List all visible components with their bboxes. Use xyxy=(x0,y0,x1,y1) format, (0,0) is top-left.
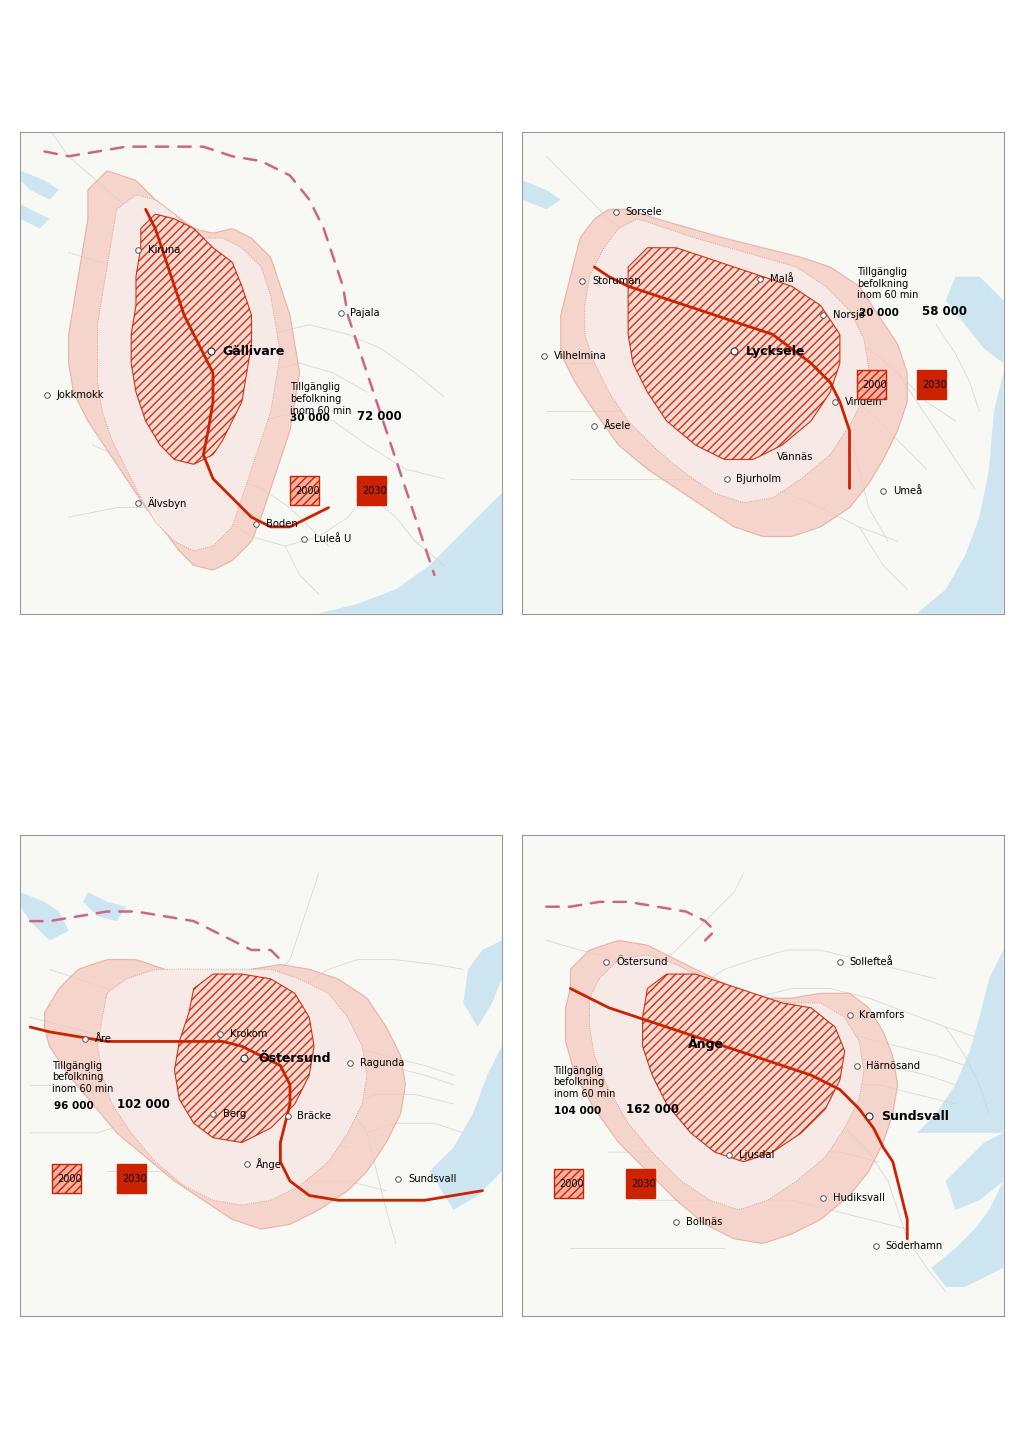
Text: Berg: Berg xyxy=(222,1109,246,1119)
Text: Kiruna: Kiruna xyxy=(148,245,180,255)
Text: Luleå U: Luleå U xyxy=(314,534,351,544)
Text: Gällivare: Gällivare xyxy=(222,345,285,358)
Polygon shape xyxy=(916,950,1004,1132)
Text: 2030: 2030 xyxy=(122,1174,146,1184)
Polygon shape xyxy=(97,969,367,1205)
Text: 2000: 2000 xyxy=(295,487,319,497)
Text: Norsjö: Norsjö xyxy=(833,310,864,320)
Text: 104 000: 104 000 xyxy=(554,1106,601,1116)
Text: 162 000: 162 000 xyxy=(626,1103,679,1116)
Polygon shape xyxy=(590,956,864,1209)
Bar xyxy=(290,476,319,505)
Text: Söderhamn: Söderhamn xyxy=(886,1241,943,1251)
Polygon shape xyxy=(69,171,299,571)
Text: Hudiksvall: Hudiksvall xyxy=(833,1193,885,1203)
Polygon shape xyxy=(522,181,561,209)
Text: Härnösand: Härnösand xyxy=(866,1060,921,1070)
Polygon shape xyxy=(20,171,59,200)
Polygon shape xyxy=(565,941,898,1244)
Text: Sollefteå: Sollefteå xyxy=(850,957,893,967)
Text: Malå: Malå xyxy=(770,274,794,284)
Polygon shape xyxy=(174,975,314,1142)
Text: Tillgänglig
befolkning
inom 60 min: Tillgänglig befolkning inom 60 min xyxy=(857,266,919,300)
Text: 2030: 2030 xyxy=(362,487,387,497)
Bar xyxy=(857,371,886,400)
Text: 20 000: 20 000 xyxy=(859,307,899,317)
Text: Östersund: Östersund xyxy=(259,1051,331,1064)
Text: Boden: Boden xyxy=(266,520,298,530)
Text: 72 000: 72 000 xyxy=(357,410,402,423)
Polygon shape xyxy=(463,940,502,1027)
Polygon shape xyxy=(946,1132,1004,1211)
Polygon shape xyxy=(628,248,840,459)
Text: Åsele: Åsele xyxy=(604,421,632,432)
Text: Ånge: Ånge xyxy=(256,1158,283,1170)
Polygon shape xyxy=(97,195,281,550)
Polygon shape xyxy=(430,1047,502,1211)
Bar xyxy=(117,1164,145,1193)
Polygon shape xyxy=(20,204,49,229)
Text: 30 000: 30 000 xyxy=(290,413,330,423)
Text: 2000: 2000 xyxy=(57,1174,82,1184)
Polygon shape xyxy=(643,975,845,1161)
Bar xyxy=(916,371,946,400)
Text: 96 000: 96 000 xyxy=(54,1102,94,1111)
Text: Lycksele: Lycksele xyxy=(746,345,806,358)
Polygon shape xyxy=(932,1182,1004,1287)
Text: Vindeln: Vindeln xyxy=(845,397,883,407)
Text: Vännäs: Vännäs xyxy=(777,452,814,462)
Text: Krokom: Krokom xyxy=(229,1030,267,1040)
Polygon shape xyxy=(916,374,1004,614)
Text: 58 000: 58 000 xyxy=(922,304,967,317)
Text: Umeå: Umeå xyxy=(893,485,922,495)
Text: Kramfors: Kramfors xyxy=(859,1011,904,1019)
Polygon shape xyxy=(946,277,1004,363)
Text: 2000: 2000 xyxy=(862,379,887,390)
Text: Ragunda: Ragunda xyxy=(359,1058,404,1069)
Polygon shape xyxy=(45,960,406,1229)
Text: Bollnäs: Bollnäs xyxy=(686,1216,722,1226)
Polygon shape xyxy=(131,214,252,465)
Text: Tillgänglig
befolkning
inom 60 min: Tillgänglig befolkning inom 60 min xyxy=(554,1066,614,1099)
Bar xyxy=(52,1164,81,1193)
Text: Ljusdal: Ljusdal xyxy=(739,1150,774,1160)
Bar xyxy=(626,1169,654,1197)
Text: Jokkmokk: Jokkmokk xyxy=(56,390,104,400)
Text: Pajala: Pajala xyxy=(350,308,380,317)
Text: 2030: 2030 xyxy=(631,1179,655,1189)
Polygon shape xyxy=(561,209,907,537)
Bar xyxy=(357,476,386,505)
Text: Bräcke: Bräcke xyxy=(297,1111,332,1121)
Polygon shape xyxy=(585,219,868,502)
Text: 2000: 2000 xyxy=(559,1179,584,1189)
Text: Tillgänglig
befolkning
inom 60 min: Tillgänglig befolkning inom 60 min xyxy=(52,1061,113,1093)
Text: 2030: 2030 xyxy=(923,379,947,390)
Bar xyxy=(554,1169,583,1197)
Text: Tillgänglig
befolkning
inom 60 min: Tillgänglig befolkning inom 60 min xyxy=(290,382,351,416)
Text: Bjurholm: Bjurholm xyxy=(736,473,781,484)
Text: Vilhelmina: Vilhelmina xyxy=(554,350,606,361)
Text: Älvsbyn: Älvsbyn xyxy=(148,497,187,508)
Text: Sundsvall: Sundsvall xyxy=(408,1174,457,1183)
Text: Sundsvall: Sundsvall xyxy=(881,1109,948,1122)
Text: Åre: Åre xyxy=(95,1034,112,1044)
Text: 102 000: 102 000 xyxy=(117,1098,170,1111)
Text: Ånge: Ånge xyxy=(688,1037,724,1051)
Polygon shape xyxy=(318,494,502,614)
Polygon shape xyxy=(20,892,69,940)
Polygon shape xyxy=(83,892,126,921)
Text: Storuman: Storuman xyxy=(592,277,641,287)
Text: Östersund: Östersund xyxy=(616,957,668,967)
Text: Sorsele: Sorsele xyxy=(626,207,663,217)
